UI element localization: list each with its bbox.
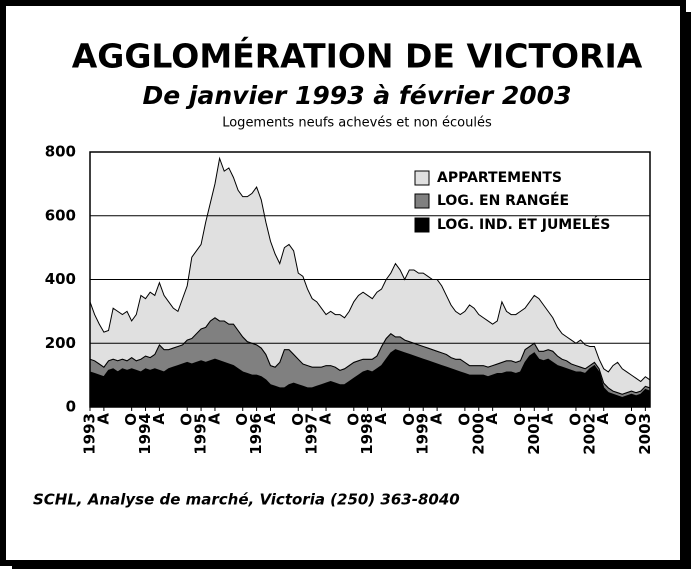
x-tick-label: A: [205, 413, 223, 425]
x-tick-label: A: [483, 413, 501, 425]
y-tick-label: 200: [45, 334, 76, 352]
x-tick-label: 2002: [580, 413, 598, 455]
x-tick-label: 1993: [81, 413, 99, 455]
x-tick-label: A: [94, 413, 112, 425]
plot-border: [89, 151, 651, 408]
frame-shadow: [12, 563, 691, 569]
legend-swatch: [414, 170, 430, 186]
y-axis-label: Logements neufs achevés et non écoulés: [222, 116, 492, 131]
x-tick-label: 1998: [358, 413, 376, 455]
y-tick-label: 800: [45, 143, 76, 161]
x-tick-label: O: [289, 413, 307, 426]
x-tick-label: O: [122, 413, 140, 426]
x-tick-label: O: [178, 413, 196, 426]
legend-label: APPARTEMENTS: [437, 170, 562, 186]
y-tick-label: 600: [45, 206, 76, 224]
frame-shadow: [683, 12, 691, 566]
x-tick-label: A: [372, 413, 390, 425]
chart-subtitle: De janvier 1993 à février 2003: [143, 81, 572, 110]
x-tick-label: 1997: [303, 413, 321, 455]
x-tick-label: 2003: [636, 413, 654, 455]
legend-swatch: [414, 217, 430, 233]
x-tick-label: O: [622, 413, 640, 426]
x-tick-label: 1995: [192, 413, 210, 455]
x-tick-label: A: [150, 413, 168, 425]
x-tick-label: 1999: [414, 413, 432, 455]
legend-label: LOG. IND. ET JUMELÉS: [437, 216, 610, 233]
legend-label: LOG. EN RANGÉE: [437, 192, 569, 209]
x-tick-label: O: [455, 413, 473, 426]
x-tick-label: 1994: [136, 413, 154, 455]
legend-swatch: [414, 193, 430, 209]
x-tick-label: A: [317, 413, 335, 425]
y-tick-label: 0: [66, 398, 76, 416]
footer: SCHL, Analyse de marché, Victoria (250) …: [33, 491, 460, 509]
x-tick-label: O: [566, 413, 584, 426]
x-tick-label: O: [233, 413, 251, 426]
y-tick-label: 400: [45, 270, 76, 288]
x-tick-label: O: [511, 413, 529, 426]
x-tick-label: A: [594, 413, 612, 425]
x-tick-label: 2001: [525, 413, 543, 455]
x-tick-label: 1996: [247, 413, 265, 455]
chart-title: AGGLOMÉRATION DE VICTORIA: [72, 36, 643, 76]
x-tick-label: A: [428, 413, 446, 425]
x-tick-label: 2000: [469, 413, 487, 455]
x-tick-label: A: [539, 413, 557, 425]
x-tick-label: O: [400, 413, 418, 426]
x-tick-label: O: [344, 413, 362, 426]
x-tick-label: A: [261, 413, 279, 425]
